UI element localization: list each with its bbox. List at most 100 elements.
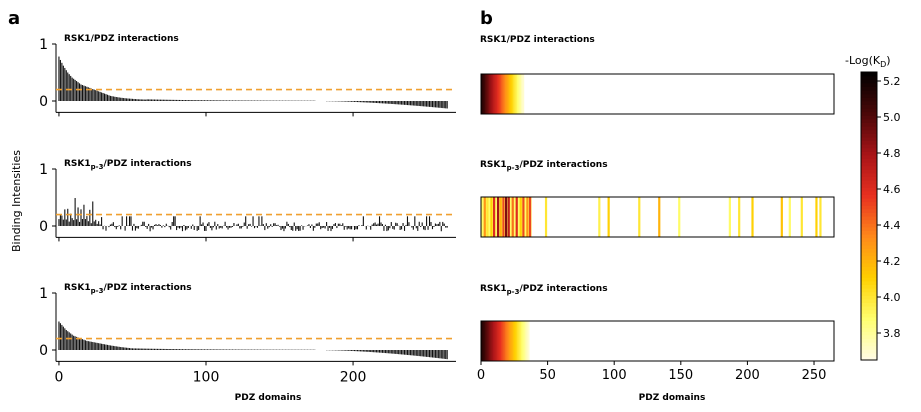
chart-b-xtick-label: 0: [477, 368, 485, 383]
chart-b-stripe: [738, 197, 740, 237]
colorbar-segment: [861, 277, 877, 281]
chart-a-ytick-label: 0: [39, 94, 48, 110]
colorbar-segment: [861, 230, 877, 234]
colorbar-segment: [861, 97, 877, 101]
chart-b-stripe: [529, 197, 531, 237]
chart-b-stripe: [638, 197, 640, 237]
colorbar-segment: [861, 270, 877, 274]
colorbar-segment: [861, 191, 877, 195]
chart-b-stripe: [781, 197, 783, 237]
colorbar-segment: [861, 94, 877, 98]
chart-b-stripe: [658, 197, 660, 237]
colorbar-segment: [861, 223, 877, 227]
chart-b-stripe: [516, 197, 518, 237]
chart-b-xtick-label: 200: [735, 368, 760, 383]
colorbar-segment: [861, 115, 877, 119]
chart-b-xtick-label: 100: [602, 368, 627, 383]
colorbar-segment: [861, 212, 877, 216]
colorbar-segment: [861, 292, 877, 296]
colorbar-segment: [861, 155, 877, 159]
colorbar-segment: [861, 295, 877, 299]
colorbar-segment: [861, 317, 877, 321]
colorbar-segment: [861, 328, 877, 332]
colorbar-segment: [861, 169, 877, 173]
chart-b-stripe: [678, 197, 680, 237]
colorbar-segment: [861, 79, 877, 83]
colorbar-tick-label: 4.0: [883, 291, 901, 304]
colorbar: 3.8 4.0 4.2 4.4 4.6 4.8 5.0 5.2 -Log(KD): [845, 54, 901, 361]
chart-a-title-2: RSK1p-3/PDZ interactions: [64, 283, 192, 295]
chart-b-stripe: [526, 197, 528, 237]
colorbar-label: -Log(KD): [845, 54, 891, 69]
chart-b-stripe: [520, 197, 522, 237]
colorbar-segment: [861, 324, 877, 328]
y-axis-label: Binding Intensities: [10, 150, 23, 252]
colorbar-segment: [861, 144, 877, 148]
colorbar-segment: [861, 335, 877, 339]
colorbar-segment: [861, 112, 877, 116]
panel-a-label: a: [8, 8, 20, 29]
colorbar-segment: [861, 227, 877, 231]
chart-a-xtick-label: 200: [340, 369, 367, 385]
chart-b-stripe: [751, 197, 753, 237]
chart-a-ytick-label: 1: [39, 37, 48, 53]
colorbar-segment: [861, 331, 877, 335]
colorbar-segment: [861, 284, 877, 288]
colorbar-segment: [861, 209, 877, 213]
chart-b-stripe: [502, 197, 504, 237]
colorbar-segment: [861, 180, 877, 184]
colorbar-segment: [861, 313, 877, 317]
colorbar-segment: [861, 148, 877, 152]
colorbar-segment: [861, 288, 877, 292]
chart-b-stripe: [819, 197, 821, 237]
colorbar-segment: [861, 306, 877, 310]
colorbar-tick-label: 4.4: [883, 219, 901, 232]
colorbar-segment: [861, 184, 877, 188]
colorbar-segment: [861, 256, 877, 260]
colorbar-segment: [861, 234, 877, 238]
chart-a-title-0: RSK1/PDZ interactions: [64, 34, 179, 44]
chart-b-stripe: [815, 197, 817, 237]
chart-a-ytick-label: 1: [39, 162, 48, 178]
colorbar-segment: [861, 281, 877, 285]
chart-b-stripe: [484, 197, 486, 237]
colorbar-segment: [861, 90, 877, 94]
colorbar-segment: [861, 266, 877, 270]
colorbar-segment: [861, 274, 877, 278]
chart-b-stripe: [508, 197, 510, 237]
colorbar-segment: [861, 346, 877, 350]
colorbar-segment: [861, 238, 877, 242]
x-axis-label-a: PDZ domains: [235, 393, 302, 403]
colorbar-tick-label: 5.0: [883, 111, 901, 124]
chart-b-stripe: [500, 197, 502, 237]
colorbar-segment: [861, 220, 877, 224]
chart-b-xtick-label: 150: [668, 368, 693, 383]
colorbar-segment: [861, 241, 877, 245]
colorbar-segment: [861, 151, 877, 155]
chart-b-stripe: [789, 197, 791, 237]
chart-b-stripe: [490, 197, 492, 237]
chart-b-xtick-label: 50: [539, 368, 556, 383]
colorbar-segment: [861, 187, 877, 191]
colorbar-segment: [861, 176, 877, 180]
colorbar-segment: [861, 133, 877, 137]
chart-b-title-2: RSK1p-3/PDZ interactions: [480, 284, 608, 296]
colorbar-segment: [861, 101, 877, 105]
chart-b-frame-2: [481, 321, 834, 361]
chart-b-title-1: RSK1p-3/PDZ interactions: [480, 160, 608, 172]
colorbar-segment: [861, 122, 877, 126]
colorbar-segment: [861, 173, 877, 177]
colorbar-segment: [861, 137, 877, 141]
colorbar-segment: [861, 320, 877, 324]
colorbar-segment: [861, 86, 877, 90]
chart-b-stripe: [729, 197, 731, 237]
chart-b-title-0: RSK1/PDZ interactions: [480, 35, 595, 45]
colorbar-tick-label: 3.8: [883, 327, 901, 340]
chart-b-stripe: [522, 197, 524, 237]
colorbar-segment: [861, 130, 877, 134]
colorbar-segment: [861, 194, 877, 198]
colorbar-segment: [861, 198, 877, 202]
colorbar-segment: [861, 338, 877, 342]
colorbar-segment: [861, 119, 877, 123]
